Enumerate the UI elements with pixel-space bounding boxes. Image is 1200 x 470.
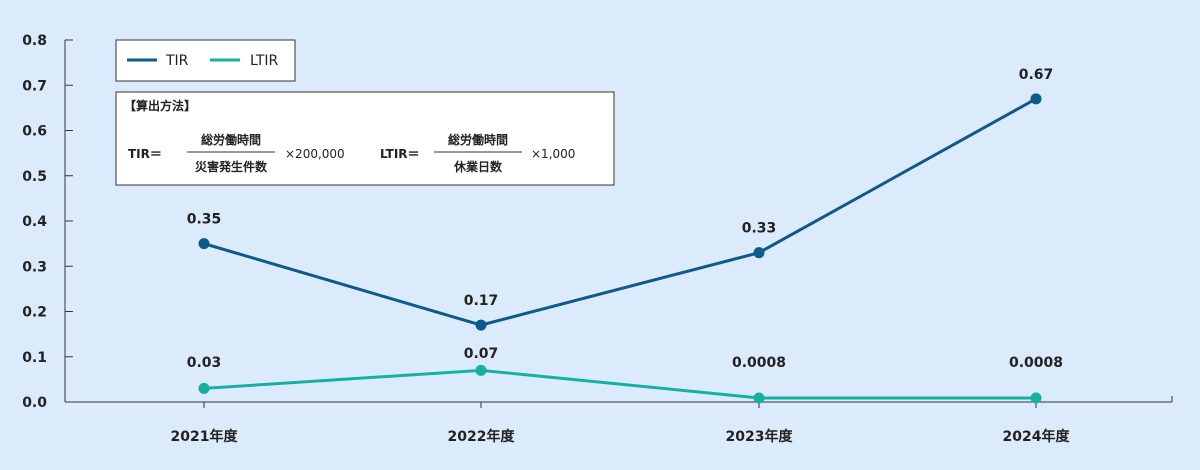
formula-ltir-label: LTIR＝ <box>380 147 420 161</box>
legend-label-tir: TIR <box>165 53 189 69</box>
y-tick-label: 0.1 <box>22 350 47 366</box>
formula-box-frame <box>115 91 615 186</box>
data-point-ltir <box>198 382 210 394</box>
data-label-ltir: 0.0008 <box>732 355 786 371</box>
data-label-ltir: 0.0008 <box>1009 355 1063 371</box>
formula-tir-numerator: 総労働時間 <box>201 132 261 147</box>
data-label-tir: 0.17 <box>464 293 499 309</box>
legend: TIR LTIR <box>115 39 296 82</box>
data-point-ltir <box>1030 392 1042 404</box>
y-tick-label: 0.3 <box>22 259 47 275</box>
y-tick-label: 0.7 <box>22 78 47 94</box>
data-point-tir <box>198 238 210 250</box>
formula-tir-multiplier: ×200,000 <box>285 147 345 161</box>
formula-ltir-denominator: 休業日数 <box>453 159 503 174</box>
data-label-ltir: 0.07 <box>464 346 499 362</box>
formula-ltir-multiplier: ×1,000 <box>531 147 575 161</box>
axes-layer: 0.0 0.1 0.2 0.3 0.4 0.5 0.6 0.7 0.8 2021年度 2022年度 2… <box>22 33 1173 445</box>
x-tick-label: 2022年度 <box>448 428 516 445</box>
formula-box: 【算出方法】 TIR＝ 総労働時間 災害発生件数 ×200,000 LTIR＝ … <box>115 91 615 186</box>
data-label-tir: 0.67 <box>1019 67 1054 83</box>
series-line-ltir <box>203 368 1036 400</box>
x-tick-label: 2021年度 <box>171 428 239 445</box>
legend-label-ltir: LTIR <box>250 53 279 69</box>
data-point-ltir <box>753 392 765 404</box>
data-label-tir: 0.33 <box>742 221 777 237</box>
formula-title: 【算出方法】 <box>124 98 196 113</box>
y-tick-label: 0.8 <box>22 33 47 49</box>
y-tick-label: 0.6 <box>22 124 47 140</box>
data-labels-layer: 0.35 0.17 0.33 0.67 0.03 0.07 0.0008 0.0008 <box>187 67 1063 371</box>
formula-tir-label: TIR＝ <box>128 147 162 161</box>
data-point-ltir <box>475 364 487 376</box>
data-label-ltir: 0.03 <box>187 355 222 371</box>
y-tick-label: 0.5 <box>22 169 47 185</box>
series-line-tir <box>203 97 1037 327</box>
data-point-tir <box>753 247 765 259</box>
series-layer <box>198 93 1042 404</box>
formula-ltir-numerator: 総労働時間 <box>448 132 508 147</box>
formula-tir-denominator: 災害発生件数 <box>195 159 268 174</box>
data-label-tir: 0.35 <box>187 212 222 228</box>
y-tick-label: 0.4 <box>22 214 47 230</box>
x-tick-label: 2024年度 <box>1003 428 1071 445</box>
data-point-tir <box>475 319 487 331</box>
x-tick-label: 2023年度 <box>726 428 794 445</box>
y-tick-label: 0.2 <box>22 305 47 321</box>
data-point-tir <box>1030 93 1042 105</box>
y-tick-label: 0.0 <box>22 395 47 411</box>
